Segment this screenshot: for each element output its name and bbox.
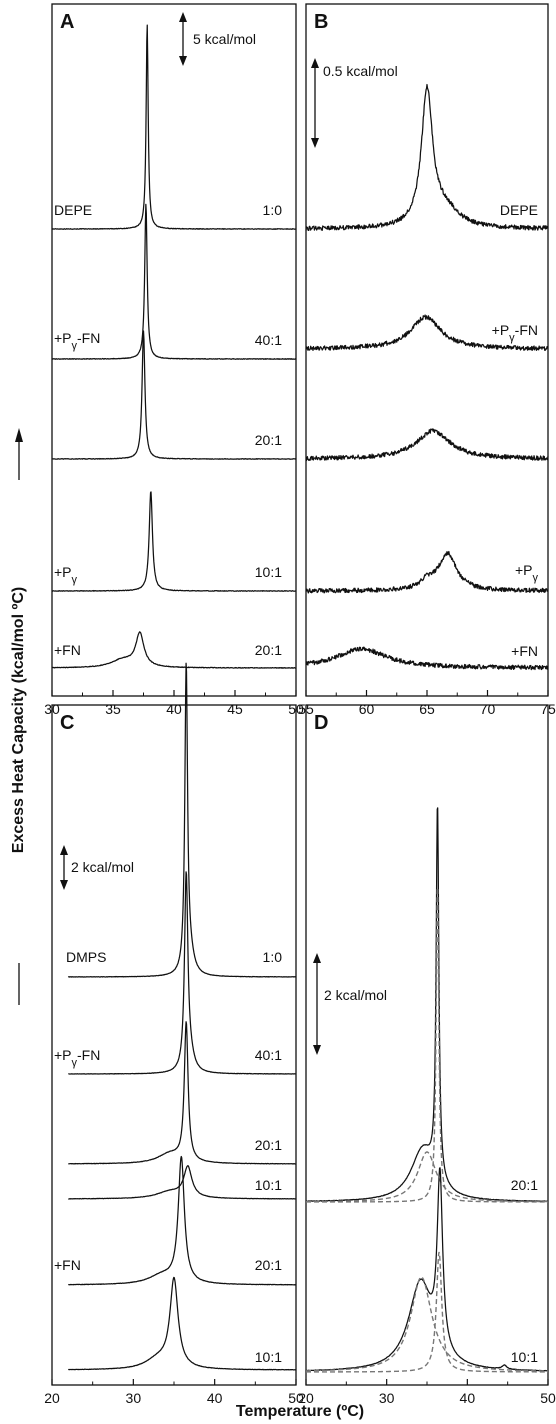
- trace-line: [51, 631, 297, 669]
- trace-ratio-label: 40:1: [255, 332, 282, 348]
- scale-bar-label: 2 kcal/mol: [71, 859, 134, 875]
- x-tick-label: 60: [359, 701, 375, 717]
- trace-name-label: DMPS: [66, 949, 106, 965]
- x-tick-label: 70: [480, 701, 496, 717]
- trace-name-label: DEPE: [500, 202, 538, 218]
- x-tick-label: 45: [227, 701, 243, 717]
- trace-name-label: +FN: [54, 642, 81, 658]
- trace-name-label: +Pγ-FN: [492, 322, 538, 344]
- x-tick-label: 65: [419, 701, 435, 717]
- scale-bar-arrow-up: [311, 58, 319, 68]
- x-tick-label: 50: [540, 1390, 556, 1406]
- trace-ratio-label: 1:0: [263, 202, 283, 218]
- x-tick-label: 30: [379, 1390, 395, 1406]
- figure-xlabel: Temperature (ºC): [236, 1403, 364, 1420]
- x-tick-label: 35: [105, 701, 121, 717]
- trace-line: [51, 330, 297, 460]
- trace-line: [51, 24, 297, 230]
- panel-frame: [305, 704, 549, 1386]
- trace-line: [51, 203, 297, 360]
- scale-bar-arrow-up: [60, 845, 68, 855]
- panel-frame: [51, 704, 297, 1386]
- fit-component-line: [305, 1151, 549, 1203]
- trace-line: [305, 807, 549, 1203]
- scale-bar-arrow-down: [60, 880, 68, 890]
- scale-bar-arrow-up: [313, 953, 321, 963]
- trace-name-label: +FN: [511, 643, 538, 659]
- trace-ratio-label: 20:1: [511, 1177, 538, 1193]
- x-tick-label: 20: [44, 1390, 60, 1406]
- x-tick-label: 40: [166, 701, 182, 717]
- panel-letter: C: [60, 712, 74, 734]
- trace-line: [305, 550, 549, 594]
- trace-ratio-label: 1:0: [263, 949, 283, 965]
- fit-component-line: [305, 1276, 548, 1372]
- trace-line: [305, 83, 549, 232]
- x-tick-label: 30: [126, 1390, 142, 1406]
- fit-component-line: [306, 887, 548, 1203]
- scale-bar-arrow-down: [311, 138, 319, 148]
- trace-name-label: +Pγ-FN: [54, 330, 100, 352]
- panel-letter: D: [314, 712, 328, 734]
- trace-line: [68, 1155, 297, 1286]
- trace-line: [68, 1021, 297, 1165]
- trace-ratio-label: 40:1: [255, 1047, 282, 1063]
- figure-ylabel: Excess Heat Capacity (kcal/mol ºC): [10, 587, 27, 853]
- trace-name-label: DEPE: [54, 202, 92, 218]
- trace-line: [305, 646, 549, 671]
- trace-ratio-label: 20:1: [255, 1137, 282, 1153]
- trace-line: [68, 871, 297, 1075]
- panel-c: C 20 30 40 50 2 kcal/mol DMPS 1:0 +Pγ-FN 40:1 20:1…: [44, 662, 304, 1406]
- trace-line: [51, 491, 297, 592]
- x-tick-label: 40: [460, 1390, 476, 1406]
- trace-ratio-label: 10:1: [255, 564, 282, 580]
- trace-ratio-label: 10:1: [511, 1349, 538, 1365]
- x-tick-label: 40: [207, 1390, 223, 1406]
- scale-bar-arrow-up: [179, 12, 187, 22]
- scale-bar-arrow-down: [179, 56, 187, 66]
- trace-ratio-label: 20:1: [255, 642, 282, 658]
- scale-bar-label: 0.5 kcal/mol: [323, 63, 398, 79]
- panel-letter: A: [60, 11, 74, 33]
- trace-line: [305, 428, 549, 462]
- scale-bar-arrow-down: [313, 1045, 321, 1055]
- panel-frame: [51, 3, 297, 697]
- trace-line: [67, 662, 297, 978]
- x-tick-label: 20: [298, 1390, 314, 1406]
- trace-line: [67, 1276, 297, 1371]
- fit-component-line: [306, 1251, 548, 1373]
- trace-ratio-label: 20:1: [255, 1257, 282, 1273]
- trace-name-label: +FN: [54, 1257, 81, 1273]
- trace-ratio-label: 10:1: [255, 1349, 282, 1365]
- x-tick-label: 50: [288, 1390, 304, 1406]
- trace-ratio-label: 20:1: [255, 432, 282, 448]
- panel-d: D 20 30 40 50 2 kcal/mol 20:1 10:1: [298, 704, 556, 1406]
- panel-frame: [305, 3, 549, 697]
- trace-ratio-label: 10:1: [255, 1177, 282, 1193]
- trace-line: [68, 1165, 297, 1200]
- scale-bar-label: 5 kcal/mol: [193, 31, 256, 47]
- trace-name-label: +Pγ: [54, 564, 78, 586]
- trace-name-label: +Pγ: [515, 562, 539, 584]
- ylabel-arrow-head: [15, 428, 23, 442]
- panel-letter: B: [314, 11, 328, 33]
- trace-line: [305, 314, 549, 352]
- trace-line: [305, 1167, 549, 1372]
- trace-name-label: +Pγ-FN: [54, 1047, 100, 1069]
- scale-bar-label: 2 kcal/mol: [324, 987, 387, 1003]
